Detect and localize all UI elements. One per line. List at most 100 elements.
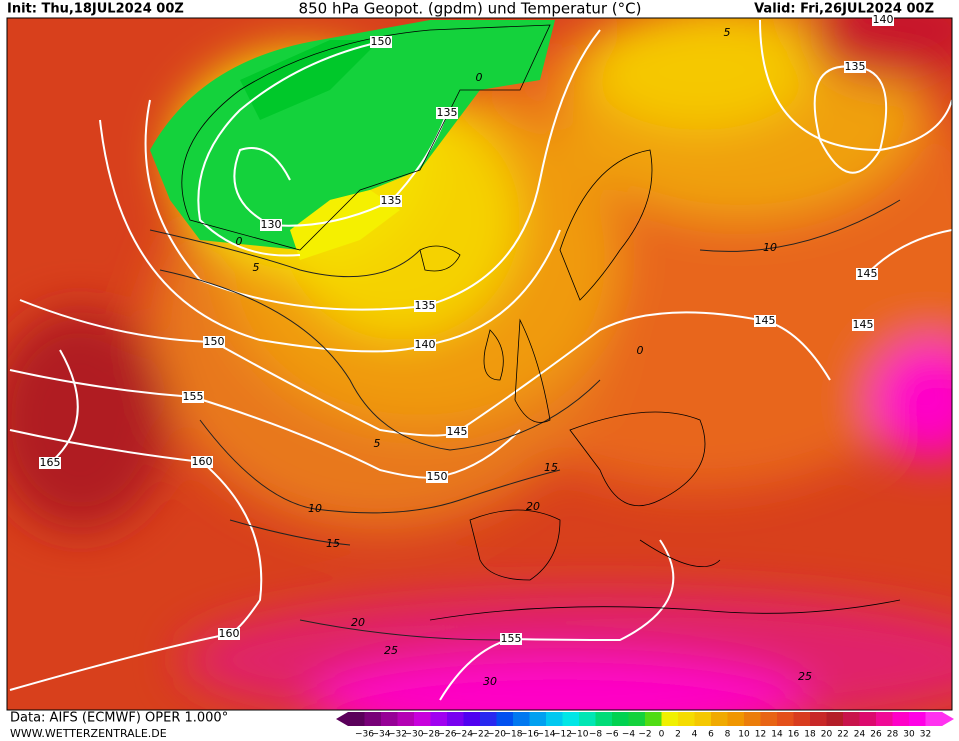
geopotential-label: 145	[857, 267, 878, 280]
coastlines	[181, 24, 901, 621]
colorbar-tick-label: −34	[372, 730, 391, 740]
colorbar-swatch	[744, 712, 761, 726]
colorbar: −36−34−32−30−28−26−24−22−20−18−16−14−12−…	[336, 712, 954, 740]
colorbar-tick-label: 30	[903, 730, 915, 740]
colorbar-swatch	[843, 712, 860, 726]
geopotential-label: 150	[204, 335, 225, 348]
isotherm-contours	[149, 199, 901, 641]
geopotential-label-box	[446, 426, 468, 438]
isotherm-label: 20	[526, 500, 540, 513]
colorbar-swatch	[661, 712, 679, 726]
colorbar-tick-label: −8	[589, 730, 603, 740]
isotherm-label: 25	[798, 670, 812, 683]
colorbar-swatch	[826, 712, 844, 726]
colorbar-tick-label: 20	[821, 730, 833, 740]
colorbar-tick-label: 2	[675, 730, 681, 740]
valid-time: Valid: Fri,26JUL2024 00Z	[754, 2, 934, 17]
isotherm-label: 30	[483, 675, 497, 688]
geopotential-label-box	[203, 336, 225, 348]
colorbar-tick-label: 10	[738, 730, 750, 740]
geopotential-label: 150	[371, 35, 392, 48]
colorbar-tick-label: 18	[804, 730, 816, 740]
geopotential-label: 140	[415, 338, 436, 351]
colorbar-tick-label: −26	[438, 730, 457, 740]
geopotential-label-box	[754, 315, 776, 327]
colorbar-swatch	[595, 712, 613, 726]
colorbar-swatch	[711, 712, 728, 726]
colorbar-tick-label: −4	[622, 730, 636, 740]
colorbar-swatch	[496, 712, 514, 726]
colorbar-swatch	[727, 712, 745, 726]
colorbar-swatch	[414, 712, 431, 726]
colorbar-swatch	[430, 712, 448, 726]
geopotential-label: 135	[845, 60, 866, 73]
isotherm-label: 5	[374, 437, 381, 450]
colorbar-tick-label: −24	[454, 730, 473, 740]
isotherm-label: 5	[253, 261, 260, 274]
colorbar-tick-label: 28	[887, 730, 899, 740]
isotherm-label: 0	[236, 235, 243, 248]
colorbar-tick-label: 22	[837, 730, 848, 740]
colorbar-tick-label: −22	[471, 730, 490, 740]
geopotential-label-box	[39, 457, 61, 469]
colorbar-swatch	[810, 712, 827, 726]
colorbar-tick-label: −10	[570, 730, 589, 740]
colorbar-tick-label: 6	[708, 730, 714, 740]
colorbar-tick-label: 16	[788, 730, 800, 740]
geopotential-label-box	[414, 300, 436, 312]
geopotential-label: 135	[415, 299, 436, 312]
colorbar-tick-label: 26	[870, 730, 882, 740]
geopotential-label: 145	[447, 425, 468, 438]
colorbar-tick-label: −20	[487, 730, 506, 740]
site: WWW.WETTERZENTRALE.DE	[10, 727, 167, 740]
colorbar-tick-label: −32	[388, 730, 407, 740]
geopotential-label-box	[872, 14, 894, 26]
colorbar-swatch	[694, 712, 712, 726]
colorbar-tick-label: −6	[605, 730, 619, 740]
geopotential-label-box	[426, 471, 448, 483]
geopotential-label: 155	[183, 390, 204, 403]
colorbar-swatch	[529, 712, 547, 726]
geopotential-label: 145	[755, 314, 776, 327]
geopotential-label-box	[380, 195, 402, 207]
colorbar-swatch	[480, 712, 497, 726]
colorbar-swatch	[513, 712, 530, 726]
isotherm-label: 10	[763, 241, 777, 254]
geopotential-label: 160	[192, 455, 213, 468]
colorbar-tick-label: −2	[638, 730, 651, 740]
isotherm-label: 15	[326, 537, 340, 550]
geopotential-label: 140	[873, 13, 894, 26]
colorbar-tick-label: −14	[537, 730, 556, 740]
isotherm-label: 15	[544, 461, 558, 474]
colorbar-left-arrow	[336, 712, 348, 726]
colorbar-swatch	[793, 712, 811, 726]
colorbar-swatch	[348, 712, 365, 726]
geopotential-label: 145	[853, 318, 874, 331]
colorbar-swatch	[397, 712, 415, 726]
colorbar-swatch	[579, 712, 596, 726]
geopotential-label: 135	[437, 106, 458, 119]
colorbar-swatch	[645, 712, 662, 726]
colorbar-swatch	[447, 712, 464, 726]
isotherm-label: 10	[308, 502, 322, 515]
geopotential-label-box	[260, 219, 282, 231]
colorbar-swatch	[628, 712, 646, 726]
map-frame	[6, 17, 953, 711]
colorbar-swatch	[777, 712, 794, 726]
colorbar-right-arrow	[942, 712, 954, 726]
map-title: 850 hPa Geopot. (gpdm) und Temperatur (°…	[299, 0, 642, 18]
colorbar-swatch	[678, 712, 695, 726]
geopotential-label: 150	[427, 470, 448, 483]
data-source: Data: AIFS (ECMWF) OPER 1.000°	[10, 711, 228, 726]
colorbar-swatch	[364, 712, 382, 726]
isotherm-label: 0	[637, 344, 644, 357]
geopotential-label-box	[414, 339, 436, 351]
colorbar-tick-label: 24	[854, 730, 866, 740]
geopotential-label: 135	[381, 194, 402, 207]
colorbar-swatch	[546, 712, 563, 726]
colorbar-swatch	[562, 712, 580, 726]
colorbar-swatch	[876, 712, 893, 726]
geopotential-label-box	[500, 633, 522, 645]
